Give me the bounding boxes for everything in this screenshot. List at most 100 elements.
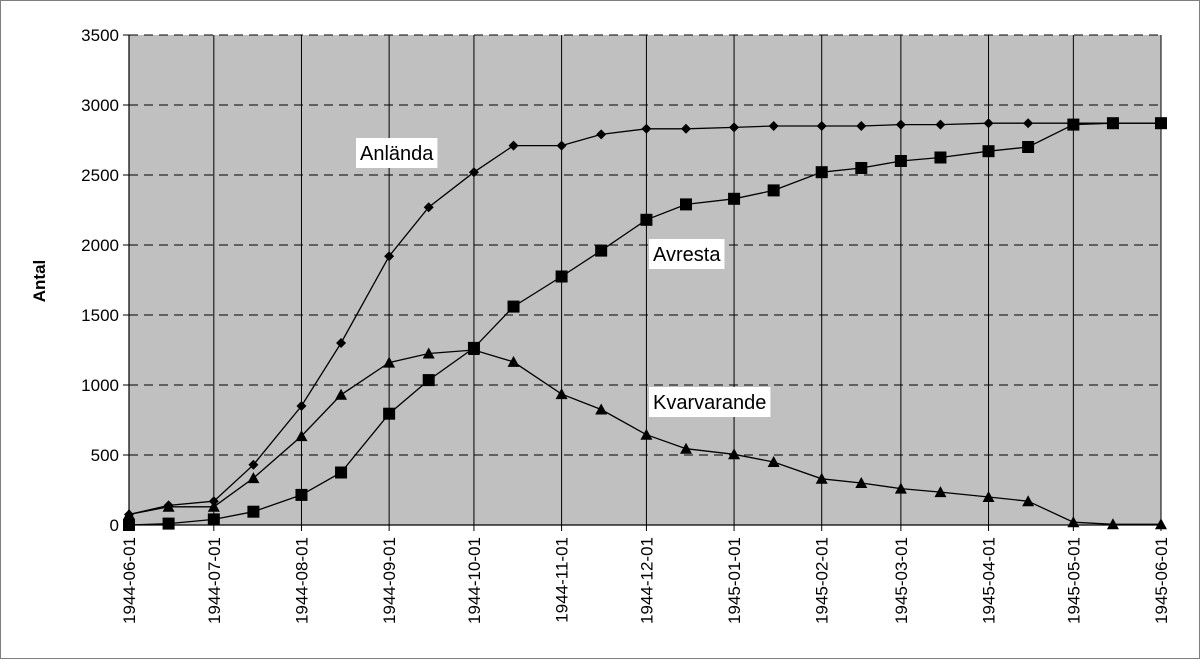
series-kvarvarande	[123, 344, 1167, 530]
data-point	[596, 129, 607, 140]
data-point	[934, 486, 947, 498]
label-kvarvarande: Kvarvarande	[649, 387, 771, 417]
series-avresta	[123, 117, 1167, 531]
data-point	[768, 121, 779, 131]
data-point	[1067, 118, 1080, 131]
y-tick-label: 2000	[81, 236, 119, 255]
data-point	[335, 388, 348, 400]
x-tick-label: 1945-03-01	[892, 537, 911, 624]
x-axis-ticks: 1944-06-01 1944-07-01 1944-08-01 1944-09-01…	[120, 35, 1171, 624]
data-point	[123, 508, 135, 520]
x-tick-label: 1944-07-01	[205, 537, 224, 624]
data-point	[595, 244, 608, 257]
data-point	[162, 500, 175, 512]
x-tick-label: 1944-09-01	[380, 537, 399, 624]
svg-text:Avresta: Avresta	[653, 244, 721, 266]
label-avresta: Avresta	[649, 239, 725, 269]
data-point	[728, 448, 741, 460]
data-point	[855, 162, 868, 174]
data-point	[422, 347, 435, 359]
data-point	[595, 403, 608, 415]
data-point	[508, 140, 519, 151]
data-point	[507, 355, 520, 367]
data-point	[162, 517, 175, 530]
x-tick-label: 1945-01-01	[725, 537, 744, 624]
data-point	[336, 338, 347, 348]
x-tick-label: 1944-10-01	[465, 537, 484, 624]
data-point	[679, 442, 692, 454]
data-point	[295, 430, 308, 442]
data-point	[982, 491, 995, 502]
data-point	[680, 123, 691, 134]
data-point	[815, 472, 828, 484]
data-point	[248, 459, 259, 470]
x-tick-label: 1945-02-01	[813, 537, 832, 624]
data-point	[815, 166, 828, 179]
data-point	[728, 192, 741, 205]
data-point	[422, 374, 435, 387]
x-tick-label: 1944-06-01	[120, 537, 139, 624]
y-tick-label: 1500	[81, 306, 119, 325]
data-point	[207, 513, 220, 526]
svg-text:Anlända: Anlända	[360, 143, 434, 165]
data-point	[767, 456, 780, 467]
data-point	[296, 401, 307, 411]
y-tick-label: 0	[110, 516, 119, 535]
x-tick-label: 1944-08-01	[292, 537, 311, 624]
data-point	[1106, 117, 1119, 130]
data-point	[507, 300, 520, 313]
data-point	[1067, 516, 1080, 528]
y-tick-label: 500	[91, 446, 119, 465]
series-layer	[123, 117, 1167, 531]
data-point	[207, 500, 220, 512]
y-tick-label: 1000	[81, 376, 119, 395]
data-point	[729, 122, 740, 133]
data-point	[767, 184, 780, 197]
data-point	[555, 388, 568, 400]
data-point	[935, 119, 946, 130]
data-point	[894, 482, 907, 494]
svg-text:Kvarvarande: Kvarvarande	[653, 392, 766, 414]
data-point	[855, 477, 868, 488]
data-point	[1155, 117, 1167, 130]
y-tick-label: 3500	[81, 26, 119, 45]
data-point	[1022, 495, 1035, 507]
x-tick-label: 1944-11-01	[553, 537, 572, 623]
data-point	[247, 505, 260, 518]
y-tick-label: 3000	[81, 96, 119, 115]
data-point	[856, 121, 867, 131]
y-axis-label: Antal	[30, 260, 49, 303]
data-point	[335, 466, 348, 479]
data-point	[679, 198, 692, 211]
data-point	[1023, 118, 1034, 129]
data-point	[247, 472, 260, 484]
data-point	[468, 167, 479, 178]
data-point	[1106, 518, 1119, 530]
data-point	[123, 519, 135, 531]
data-point	[555, 270, 568, 283]
data-point	[816, 121, 827, 131]
data-point	[467, 344, 480, 355]
data-point	[934, 151, 947, 164]
y-tick-label: 2500	[81, 166, 119, 185]
x-tick-label: 1945-06-01	[1152, 537, 1171, 624]
x-tick-label: 1945-04-01	[980, 537, 999, 624]
data-point	[423, 202, 434, 213]
data-point	[982, 145, 995, 158]
data-point	[640, 428, 653, 440]
data-point	[383, 356, 396, 368]
series-labels: Anlända Avresta Kvarvarande	[356, 138, 771, 417]
label-anlända: Anlända	[356, 138, 438, 168]
data-point	[894, 155, 907, 167]
data-point	[1155, 518, 1167, 530]
data-point	[641, 123, 652, 134]
data-point	[383, 407, 396, 420]
data-point	[640, 213, 653, 226]
data-point	[1022, 141, 1035, 153]
data-point	[983, 118, 994, 129]
x-tick-label: 1945-05-01	[1064, 537, 1083, 624]
data-point	[384, 251, 395, 262]
data-point	[895, 119, 906, 130]
